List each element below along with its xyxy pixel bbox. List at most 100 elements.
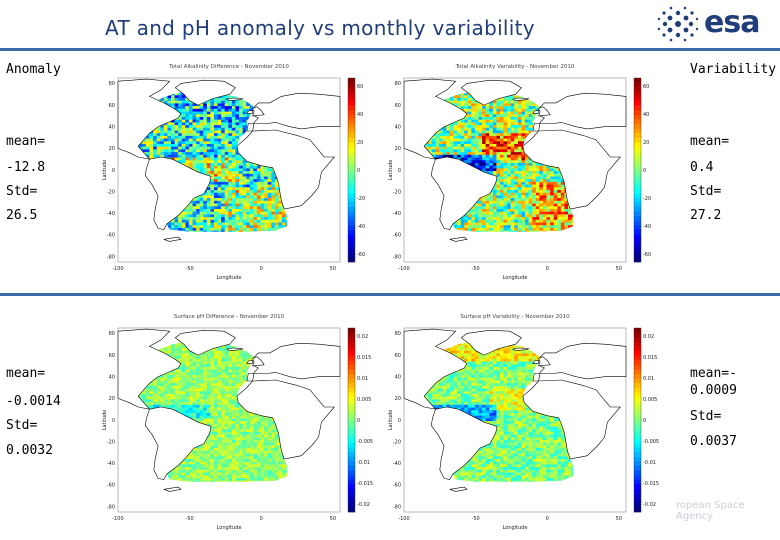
colorbar-segment (634, 239, 641, 244)
colorbar-segment (634, 156, 641, 162)
land-outline (532, 360, 539, 365)
colorbar-segment (348, 415, 355, 421)
colorbar-segment (348, 364, 355, 370)
colorbar-segment (348, 78, 355, 83)
top-right-std-value: 27.2 (690, 208, 722, 223)
y-axis-label: Latitude (102, 160, 108, 181)
colorbar-segment (634, 410, 641, 416)
colorbar-tick-label: 0 (643, 418, 646, 424)
colorbar-segment (634, 424, 641, 430)
colorbar-segment (348, 188, 355, 194)
land-outline (252, 106, 265, 117)
colorbar-segment (634, 392, 641, 398)
colorbar-segment (634, 87, 641, 93)
y-tick-label: -80 (107, 254, 115, 260)
colorbar-tick-label: -0.02 (643, 502, 656, 508)
colorbar-segment (634, 78, 641, 83)
colorbar-segment (634, 188, 641, 194)
colorbar-segment (348, 239, 355, 244)
colorbar-segment (348, 383, 355, 389)
y-tick-label: 80 (109, 331, 115, 337)
colorbar-segment (348, 470, 355, 476)
colorbar-segment (634, 110, 641, 116)
colorbar-segment (348, 147, 355, 152)
colorbar-segment (634, 174, 641, 180)
colorbar-segment (348, 484, 355, 490)
y-tick-label: 20 (109, 396, 115, 402)
colorbar-tick-label: 0.015 (643, 355, 657, 361)
land-outline (430, 156, 498, 230)
colorbar-segment (348, 206, 355, 212)
map-title: Total Alkalinity Variability - November … (455, 64, 575, 70)
colorbar-tick-label: 0 (357, 168, 360, 174)
colorbar-segment (348, 397, 355, 402)
colorbar-segment (348, 401, 355, 407)
colorbar-segment (634, 387, 641, 393)
colorbar-segment (634, 397, 641, 402)
colorbar-segment (348, 179, 355, 185)
y-tick-label: 60 (395, 103, 401, 109)
map-title: Surface pH Variability - November 2010 (460, 314, 570, 320)
colorbar-segment (634, 484, 641, 490)
colorbar-segment (348, 248, 355, 254)
land-outline (522, 379, 621, 460)
land-outline (236, 129, 335, 210)
colorbar-segment (634, 133, 641, 139)
colorbar-tick-label: -40 (357, 224, 365, 230)
colorbar-segment (348, 328, 355, 333)
colorbar-tick-label: 40 (357, 112, 363, 118)
colorbar-tick-label: 0.01 (357, 376, 368, 382)
colorbar-segment (348, 443, 355, 448)
land-outline (226, 347, 244, 352)
colorbar-segment (348, 165, 355, 171)
colorbar-segment (348, 479, 355, 485)
colorbar-tick-label: 60 (643, 84, 649, 90)
colorbar-tick-label: -40 (643, 224, 651, 230)
x-tick-label: -100 (112, 516, 123, 522)
colorbar-tick-label: -0.01 (643, 460, 656, 466)
land-outline (522, 129, 621, 210)
colorbar-segment (634, 355, 641, 361)
colorbar-segment (634, 332, 641, 338)
y-tick-label: -80 (393, 254, 401, 260)
esa-logo-text: esa (704, 5, 760, 40)
y-tick-label: -80 (107, 504, 115, 510)
top-left-mean-value: -12.8 (6, 160, 46, 175)
top-right-mean-label: mean= (690, 134, 730, 149)
colorbar-segment (634, 220, 641, 226)
y-tick-label: -20 (393, 189, 401, 195)
colorbar-segment (348, 466, 355, 471)
colorbar-segment (634, 401, 641, 407)
colorbar-segment (634, 466, 641, 471)
anomaly-heading: Anomaly (6, 62, 61, 77)
colorbar-segment (348, 87, 355, 93)
top-right-std-label: Std= (690, 184, 722, 199)
colorbar-segment (634, 147, 641, 152)
bottom-left-mean-value: -0.0014 (6, 394, 61, 409)
colorbar-tick-label: -0.015 (357, 481, 373, 487)
colorbar-segment (348, 438, 355, 444)
slide-title: AT and pH anomaly vs monthly variability (105, 16, 535, 40)
colorbar-segment (348, 337, 355, 343)
x-tick-label: -100 (398, 516, 409, 522)
colorbar-tick-label: 0.02 (357, 334, 368, 340)
colorbar-segment (634, 415, 641, 421)
colorbar-segment (348, 119, 355, 125)
colorbar-segment (634, 443, 641, 448)
x-tick-label: 0 (260, 266, 263, 272)
colorbar-segment (634, 461, 641, 467)
y-tick-label: -40 (107, 461, 115, 467)
colorbar-segment (348, 489, 355, 494)
colorbar-segment (634, 105, 641, 111)
y-tick-label: -60 (393, 233, 401, 239)
colorbar-segment (348, 493, 355, 499)
colorbar-segment (348, 216, 355, 221)
colorbar-segment (348, 507, 355, 513)
colorbar-segment (348, 137, 355, 143)
bottom-left-mean-label: mean= (6, 366, 46, 381)
colorbar-tick-label: 0 (357, 418, 360, 424)
bottom-right-std-value: 0.0037 (690, 434, 737, 449)
colorbar-segment (634, 489, 641, 494)
colorbar-segment (348, 392, 355, 398)
colorbar-segment (348, 128, 355, 134)
